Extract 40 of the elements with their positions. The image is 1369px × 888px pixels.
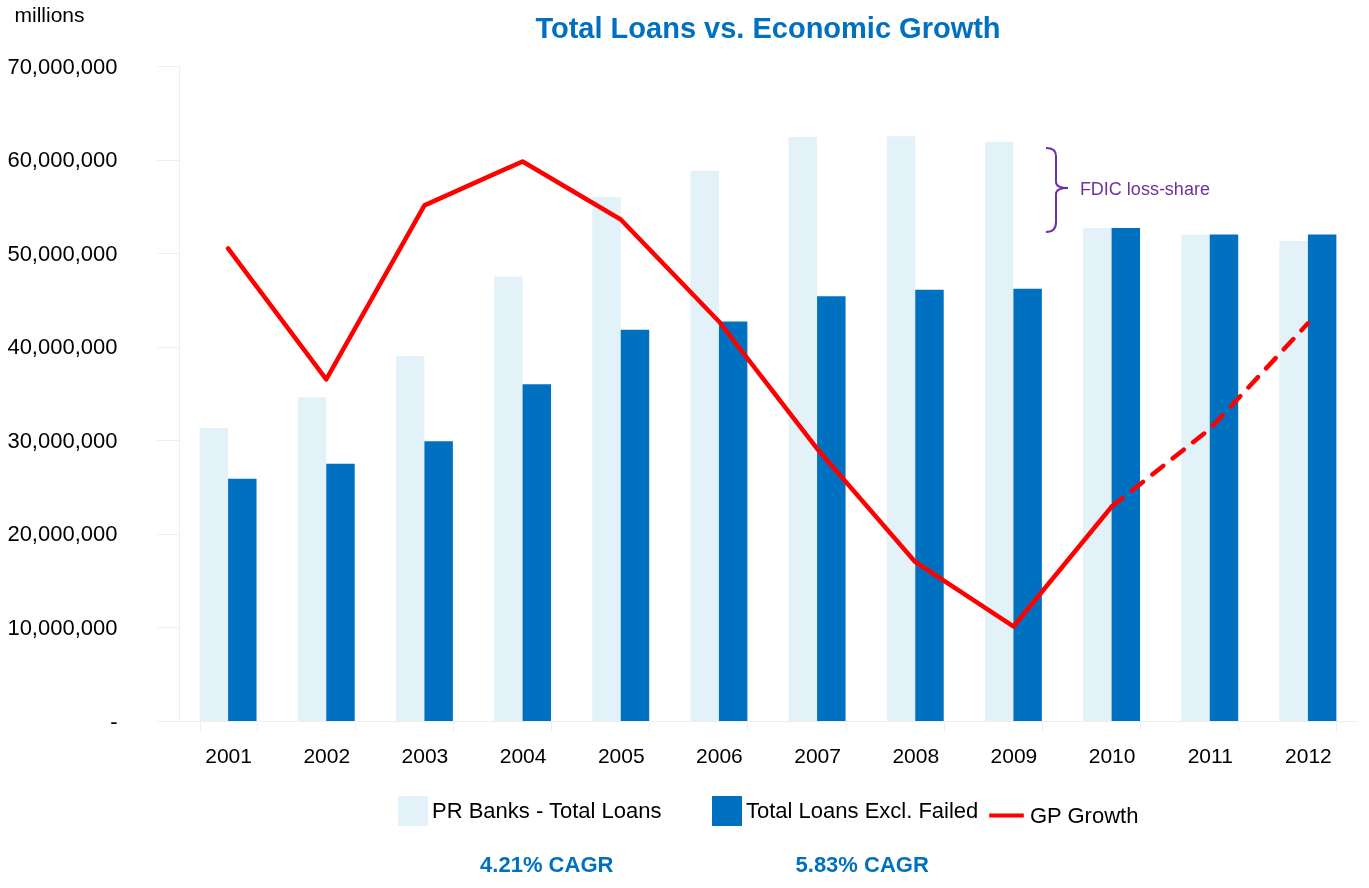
bar — [718, 321, 748, 721]
bar — [1307, 234, 1337, 721]
y-tick-label: 40,000,000 — [7, 334, 118, 360]
y-axis-title: millions — [14, 2, 85, 26]
legend-label: PR Banks - Total Loans — [432, 798, 662, 823]
bar — [1111, 227, 1141, 721]
x-tick-label: 2007 — [794, 743, 841, 767]
x-tick-label: 2004 — [499, 743, 547, 767]
x-tick-label: 2011 — [1187, 743, 1233, 767]
y-tick-label: 70,000,000 — [7, 53, 118, 79]
chart-title: Total Loans vs. Economic Growth — [535, 12, 1001, 44]
y-tick-label: 20,000,000 — [7, 521, 118, 547]
legend-label: Total Loans Excl. Failed — [746, 798, 979, 823]
bar — [228, 478, 257, 721]
y-tick-label: 50,000,000 — [7, 240, 118, 266]
bar — [817, 296, 846, 721]
legend-label: GP Growth — [1030, 802, 1139, 828]
y-tick-label: - — [110, 708, 118, 734]
y-tick-label: 60,000,000 — [7, 147, 118, 173]
x-tick-label: 2006 — [696, 743, 743, 767]
y-tick-label: 10,000,000 — [7, 614, 118, 640]
x-tick-label: 2001 — [205, 743, 252, 767]
x-tick-label: 2009 — [990, 743, 1038, 767]
bar — [326, 463, 355, 721]
text: 4.21% CAGR — [480, 852, 614, 878]
x-tick-label: 2003 — [401, 743, 449, 767]
annotation: FDIC loss-share — [1079, 178, 1210, 200]
x-tick-label: 2005 — [597, 743, 645, 767]
y-tick-label: 30,000,000 — [7, 427, 118, 453]
bar — [1209, 234, 1239, 721]
bar — [1013, 288, 1042, 721]
bar — [522, 384, 552, 721]
bar — [620, 329, 650, 721]
bar — [424, 441, 453, 721]
text: 5.83% CAGR — [795, 852, 929, 878]
x-tick-label: 2010 — [1088, 743, 1136, 767]
x-tick-label: 2002 — [303, 743, 351, 767]
x-tick-label: 2012 — [1285, 743, 1332, 767]
x-tick-label: 2008 — [892, 743, 940, 767]
bar — [915, 289, 944, 721]
